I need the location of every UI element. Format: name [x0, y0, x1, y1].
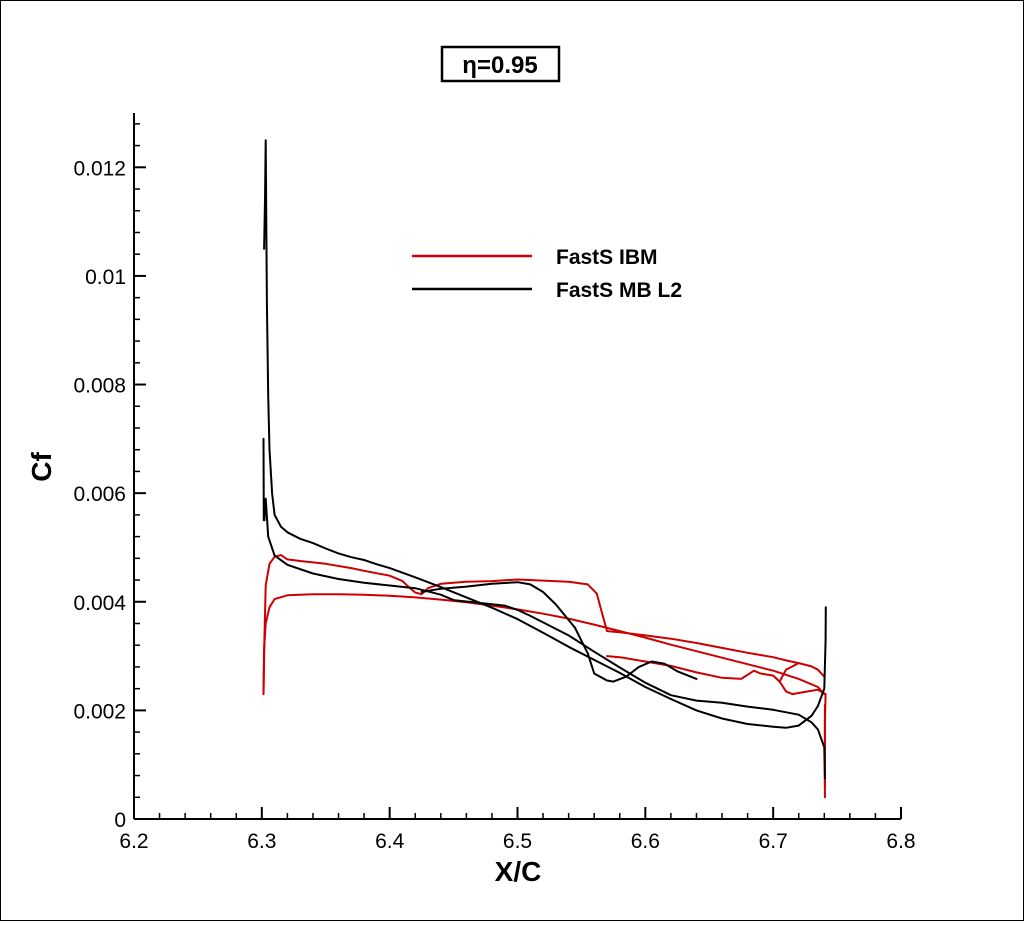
- series-line: [262, 593, 826, 696]
- x-tick-label: 6.7: [759, 830, 788, 853]
- x-axis-label: X/C: [495, 856, 542, 887]
- series-layer: [262, 139, 827, 799]
- series-line: [262, 437, 826, 780]
- y-tick-label: 0.002: [73, 700, 126, 723]
- x-tick-label: 6.6: [631, 830, 660, 853]
- x-tick-label: 6.5: [503, 830, 532, 853]
- title-box: [440, 45, 561, 83]
- y-tick-label: 0.008: [73, 375, 126, 398]
- series-line: [262, 554, 826, 696]
- axes: 6.2 6.3 6.4 6.5 6.6 6.7 6.8 0 0.002 0.004 0.006 0.0…: [73, 113, 916, 853]
- y-axis-label: Cf: [26, 452, 57, 482]
- x-tick-label: 6.8: [886, 830, 915, 853]
- y-tick-label: 0: [114, 809, 126, 832]
- legend: FastS IBM FastS MB L2: [412, 246, 682, 302]
- y-tick-label: 0.01: [85, 266, 126, 289]
- legend-label-ibm: FastS IBM: [556, 246, 658, 269]
- chart-title: η=0.95: [440, 45, 561, 83]
- y-tick-label: 0.006: [73, 483, 126, 506]
- y-tick-label: 0.012: [73, 157, 126, 180]
- x-tick-label: 6.2: [119, 830, 148, 853]
- series-line: [420, 581, 698, 683]
- series-fasts-mb-l2: [262, 139, 827, 780]
- x-tick-label: 6.4: [375, 830, 405, 853]
- y-tick-label: 0.004: [73, 592, 126, 615]
- x-tick-label: 6.3: [247, 830, 276, 853]
- series-line: [263, 139, 827, 729]
- title-text: η=0.95: [462, 52, 537, 79]
- legend-label-mb: FastS MB L2: [556, 279, 682, 302]
- series-fasts-ibm: [262, 554, 827, 799]
